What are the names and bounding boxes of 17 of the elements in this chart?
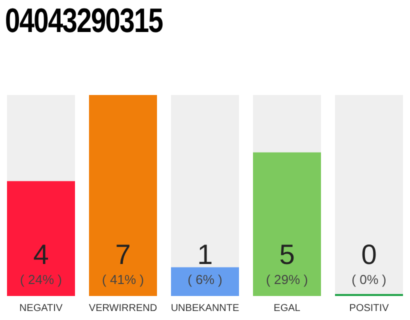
- annotation: ( 6% ): [188, 272, 222, 287]
- x-tick-label: NEGATIV: [19, 302, 63, 314]
- annotation: ( 41% ): [102, 272, 144, 287]
- chart-title: 04043290315: [5, 2, 163, 41]
- x-tick-label: EGAL: [274, 302, 301, 314]
- x-tick-label: VERWIRREND: [88, 302, 158, 314]
- bar: [171, 267, 239, 296]
- data-label: 7: [115, 239, 131, 270]
- data-label: 4: [33, 239, 49, 270]
- data-label: 5: [279, 239, 295, 270]
- annotation: ( 24% ): [20, 272, 62, 287]
- x-tick-label: POSITIV: [349, 302, 390, 314]
- data-label: 0: [361, 239, 377, 270]
- annotation: ( 29% ): [266, 272, 308, 287]
- x-tick-label: UNBEKANNTE: [170, 302, 240, 314]
- annotation: ( 0% ): [352, 272, 386, 287]
- data-label: 1: [197, 239, 213, 270]
